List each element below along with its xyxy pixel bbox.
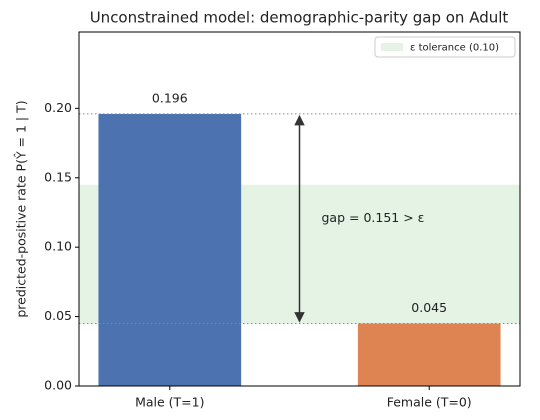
bar	[98, 113, 242, 386]
y-tick-label: 0.00	[44, 378, 72, 393]
y-tick-label: 0.05	[44, 308, 72, 323]
legend: ε tolerance (0.10)	[374, 36, 516, 58]
legend-label: ε tolerance (0.10)	[410, 43, 499, 54]
chart-title: Unconstrained model: demographic-parity …	[90, 9, 509, 27]
legend-box	[374, 36, 516, 58]
y-tick-label: 0.15	[44, 169, 72, 184]
value-label: 0.045	[411, 300, 447, 315]
bar	[357, 323, 501, 386]
y-tick-label: 0.20	[44, 100, 72, 115]
legend-swatch	[381, 43, 403, 51]
y-tick-label: 0.10	[44, 239, 72, 254]
gap-annotation: gap = 0.151 > ε	[322, 210, 425, 225]
y-axis-label: predicted-positive rate P(Ŷ = 1 | T)	[14, 100, 29, 317]
x-tick-label: Male (T=1)	[135, 395, 204, 410]
plot-frame	[78, 31, 521, 387]
x-tick-label: Female (T=0)	[387, 395, 472, 410]
value-label: 0.196	[152, 90, 188, 105]
